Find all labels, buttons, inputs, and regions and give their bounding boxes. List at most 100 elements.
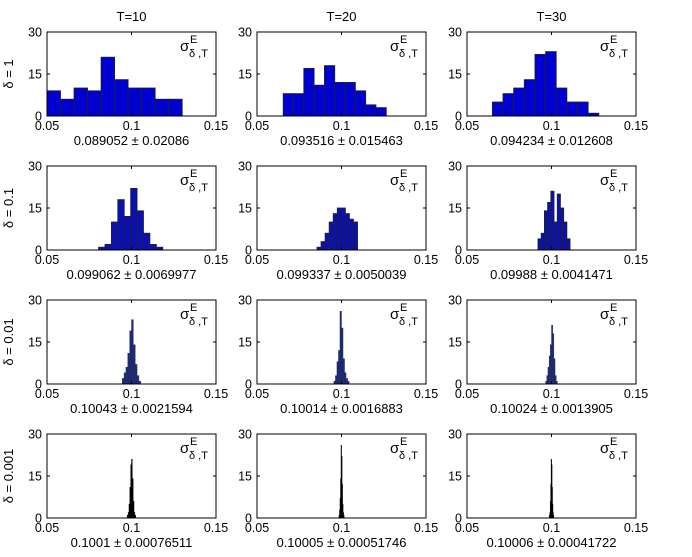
row-label: δ = 0.01 <box>1 318 16 365</box>
histogram-bar <box>125 367 128 385</box>
y-tick-label: 30 <box>448 26 462 40</box>
summary-caption: 0.093516 ± 0.015463 <box>280 133 403 148</box>
histogram-bar <box>342 358 345 385</box>
histogram-bar <box>136 375 140 385</box>
y-tick-label: 30 <box>238 428 252 442</box>
histogram-bar <box>87 90 102 117</box>
y-tick-label: 15 <box>238 336 252 350</box>
x-tick-label: 0.15 <box>204 119 228 133</box>
histogram-bar <box>556 193 561 251</box>
histogram-bar <box>566 238 571 251</box>
histogram-panel: 0.05 0.1 0.15 0 15 30 0.10024 ± 0.0013905 σ Eδ ,… <box>448 294 648 417</box>
x-tick-label: 0.1 <box>123 521 140 535</box>
histogram-bar <box>135 364 138 385</box>
histogram-bar <box>117 199 125 251</box>
y-tick-label: 15 <box>448 470 462 484</box>
legend-subscript: δ ,T <box>609 316 628 328</box>
histogram-panel: 0.05 0.1 0.15 0 15 30 0.10006 ± 0.00041722 σ Eδ … <box>448 428 648 551</box>
legend-subscript: δ ,T <box>189 182 208 194</box>
histogram-panel: 0.05 0.1 0.15 0 15 30 0.099062 ± 0.0069977 σ Eδ … <box>28 160 228 283</box>
histogram-bar <box>349 218 354 251</box>
x-tick-label: 0.05 <box>245 387 269 401</box>
y-tick-label: 0 <box>245 110 252 124</box>
histogram-bar <box>491 101 504 117</box>
summary-caption: 0.099337 ± 0.0050039 <box>276 267 406 282</box>
histogram-bar <box>46 90 61 117</box>
legend-subscript: δ ,T <box>609 450 628 462</box>
legend-sigma: σ <box>600 172 610 189</box>
histogram-bar <box>332 213 338 251</box>
y-tick-label: 15 <box>448 202 462 216</box>
legend-superscript: E <box>400 168 407 180</box>
x-tick-label: 0.1 <box>543 119 560 133</box>
x-tick-label: 0.05 <box>35 253 59 267</box>
histogram-bar <box>544 210 549 251</box>
x-tick-label: 0.15 <box>204 387 228 401</box>
histogram-bar <box>110 221 119 251</box>
column-title: T=30 <box>537 9 567 24</box>
histogram-bar <box>320 241 326 251</box>
legend-subscript: δ ,T <box>399 182 418 194</box>
histogram-bar <box>375 107 387 117</box>
column-title: T=10 <box>117 9 147 24</box>
y-tick-label: 0 <box>35 512 42 526</box>
legend-superscript: E <box>400 34 407 46</box>
x-tick-label: 0.15 <box>624 253 648 267</box>
y-tick-label: 0 <box>245 378 252 392</box>
y-tick-label: 0 <box>455 110 462 124</box>
x-tick-label: 0.15 <box>414 119 438 133</box>
x-tick-label: 0.05 <box>35 387 59 401</box>
y-tick-label: 30 <box>448 428 462 442</box>
x-tick-label: 0.05 <box>455 253 479 267</box>
summary-caption: 0.10006 ± 0.00041722 <box>486 535 616 550</box>
histogram-bar <box>133 344 136 385</box>
legend-superscript: E <box>190 436 197 448</box>
histogram-bar <box>338 350 341 385</box>
histogram-bar <box>282 93 294 117</box>
summary-caption: 0.094234 ± 0.012608 <box>490 133 613 148</box>
histogram-bar <box>141 87 156 117</box>
y-tick-label: 0 <box>245 244 252 258</box>
histogram-bar <box>345 378 348 385</box>
x-tick-label: 0.15 <box>624 521 648 535</box>
y-tick-label: 0 <box>35 378 42 392</box>
summary-caption: 0.10024 ± 0.0013905 <box>490 401 613 416</box>
histogram-bar <box>344 372 347 385</box>
histogram-bar <box>60 98 75 117</box>
histogram-bar <box>303 68 315 117</box>
x-tick-label: 0.1 <box>543 387 560 401</box>
histogram-bar <box>344 213 350 251</box>
row-label: δ = 1 <box>1 59 16 88</box>
histogram-bar <box>339 311 342 385</box>
histogram-bar <box>553 221 558 251</box>
y-tick-label: 30 <box>448 160 462 174</box>
histogram-panel: 0.05 0.1 0.15 0 15 30 0.099337 ± 0.0050039 σ Eδ … <box>238 160 438 283</box>
x-tick-label: 0.05 <box>455 521 479 535</box>
x-tick-label: 0.05 <box>245 521 269 535</box>
histogram-bar <box>123 215 132 251</box>
y-tick-label: 15 <box>448 336 462 350</box>
legend-subscript: δ ,T <box>399 48 418 60</box>
histogram-bar <box>131 319 134 385</box>
y-tick-label: 15 <box>238 202 252 216</box>
legend-sigma: σ <box>390 306 400 323</box>
histogram-bar <box>341 327 344 385</box>
y-tick-label: 0 <box>35 110 42 124</box>
y-tick-label: 30 <box>238 26 252 40</box>
legend-sigma: σ <box>390 38 400 55</box>
summary-caption: 0.099062 ± 0.0069977 <box>66 267 196 282</box>
x-tick-label: 0.1 <box>123 387 140 401</box>
y-tick-label: 30 <box>28 294 42 308</box>
histogram-bar <box>122 378 125 385</box>
legend-superscript: E <box>190 34 197 46</box>
histogram-bar <box>566 101 578 117</box>
histogram-bar <box>168 98 183 117</box>
histogram-panel: 0.05 0.1 0.15 0 15 30 0.10043 ± 0.0021594 σ Eδ ,… <box>28 294 228 417</box>
legend-sigma: σ <box>180 440 190 457</box>
histogram-bar <box>550 190 555 251</box>
histogram-panel: 0.05 0.1 0.15 0 15 30 0.10014 ± 0.0016883 σ Eδ ,… <box>238 294 438 417</box>
legend-sigma: σ <box>390 440 400 457</box>
histogram-bar <box>545 51 557 117</box>
x-tick-label: 0.1 <box>123 253 140 267</box>
histogram-bar <box>104 243 112 251</box>
